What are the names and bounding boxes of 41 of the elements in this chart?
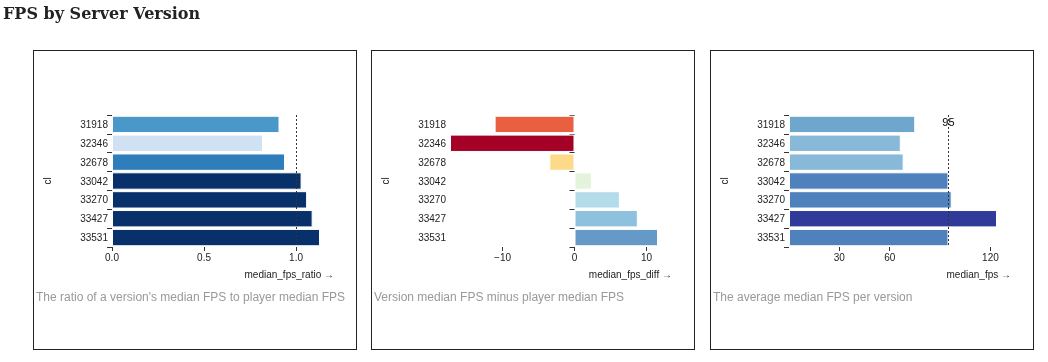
y-tick-label: 33427 [80, 213, 109, 225]
x-tick-label: 60 [884, 251, 896, 263]
y-tick-label: 33270 [418, 194, 447, 206]
y-tick-label: 33270 [80, 194, 109, 206]
x-tick-label: −10 [494, 251, 512, 263]
y-tick-label: 31918 [80, 118, 109, 130]
y-tick-label: 32346 [418, 137, 447, 149]
text: Version median FPS minus player median FPS [374, 290, 625, 304]
x-tick-label: 0.5 [197, 251, 212, 263]
y-tick-label: 32346 [80, 137, 109, 149]
ref-line-label: 95 [942, 115, 955, 128]
chart-title: FPS by Server Version [3, 4, 201, 23]
text: The average median FPS per version [713, 290, 913, 304]
y-tick-label: 33270 [757, 194, 786, 206]
y-tick-label: 33531 [757, 232, 786, 244]
x-axis-title: median_fps → [946, 268, 1012, 280]
y-tick-label: 32678 [80, 156, 109, 168]
x-axis-title: median_fps_diff → [588, 268, 672, 280]
y-tick-label: 32346 [757, 137, 786, 149]
x-tick-label: 120 [982, 251, 1000, 263]
y-tick-label: 32678 [418, 156, 447, 168]
x-tick-label: 0 [571, 251, 578, 263]
text: The ratio of a version's median FPS to player median FPS [36, 290, 346, 304]
y-tick-label: 31918 [418, 118, 447, 130]
y-axis-title: cl [41, 177, 53, 185]
y-tick-label: 33531 [418, 232, 447, 244]
y-tick-label: 33042 [757, 175, 786, 187]
x-axis-title: median_fps_ratio → [244, 268, 335, 280]
x-tick-label: 0.0 [105, 251, 120, 263]
x-tick-label: 10 [640, 251, 653, 263]
y-tick-label: 33427 [418, 213, 447, 225]
y-tick-label: 31918 [757, 118, 786, 130]
y-axis-title: cl [718, 177, 730, 185]
x-tick-label: 1.0 [289, 251, 304, 263]
y-tick-label: 33042 [418, 175, 447, 187]
y-tick-label: 33042 [80, 175, 109, 187]
y-tick-label: 33427 [757, 213, 786, 225]
y-axis-title: cl [379, 177, 391, 185]
y-tick-label: 33531 [80, 232, 109, 244]
y-tick-label: 32678 [757, 156, 786, 168]
x-tick-label: 30 [833, 251, 846, 263]
